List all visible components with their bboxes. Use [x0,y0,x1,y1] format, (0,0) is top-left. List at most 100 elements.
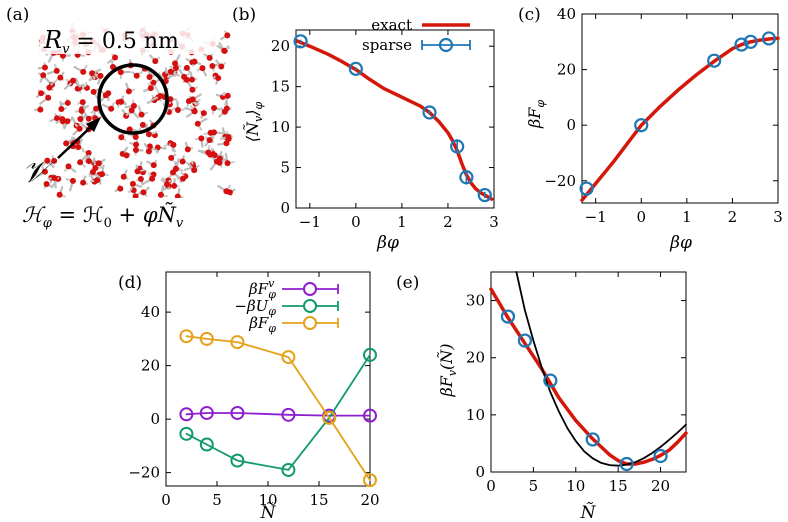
oxygen-atom [179,158,186,165]
oxygen-atom [221,47,228,54]
x-tick-label: 0 [636,208,646,226]
hamiltonian-label: ℋφ = ℋ0 + φÑv [22,203,184,231]
oxygen-atom [77,159,84,166]
oxygen-atom [191,58,198,65]
oxygen-atom [108,105,115,112]
y-tick-label: 0 [280,199,290,217]
x-tick-label: 2 [443,213,453,231]
chart-c: −1 0 1 2 3 −20 0 20 40 βφ βFφ [525,5,783,253]
legend-sparse-label: sparse [362,36,412,54]
oxygen-atom [152,58,159,65]
oxygen-atom [224,92,231,99]
oxygen-atom [118,98,125,105]
x-axis-label: Ñ [260,502,277,522]
oxygen-atom [123,152,130,159]
oxygen-atom [223,188,230,195]
series-0-point [363,408,377,423]
oxygen-atom [78,107,85,114]
oxygen-atom [93,105,100,112]
sparse-point [348,61,363,76]
oxygen-atom [80,68,87,75]
oxygen-atom [132,147,139,154]
sparse-point [543,373,558,388]
gaussian-curve [515,271,687,467]
oxygen-atom [181,73,188,80]
oxygen-atom [147,85,154,92]
oxygen-atom [215,75,222,82]
label-backdrop [0,198,236,232]
oxygen-atom [146,143,153,150]
series-0-point [230,405,245,420]
series-1-point [230,453,245,468]
oxygen-atom [112,54,119,61]
oxygen-atom [45,94,52,101]
oxygen-atom [80,179,87,186]
oxygen-atom [167,96,174,103]
oxygen-atom [179,175,186,182]
oxygen-atom [205,149,212,156]
arrow-head [86,117,101,132]
legend-label-1: −βUφ [234,297,276,318]
sparse-point [653,448,668,464]
chart-b: −1 0 1 2 3 0 5 10 15 20 exact sparse βφ ⟨Ñv⟩φ [242,16,499,253]
legend-marker-2 [303,316,317,330]
oxygen-atom [199,65,206,72]
x-tick-label: 20 [360,491,379,509]
oxygen-atom [59,116,66,123]
x-tick-label: 10 [258,491,277,509]
oxygen-atom [51,174,58,181]
oxygen-atom [69,177,76,184]
y-tick-label: 20 [271,37,290,55]
oxygen-atom [40,72,47,79]
y-tick-label: 20 [141,357,160,375]
x-tick-label: −1 [299,213,321,231]
oxygen-atom [129,180,136,187]
oxygen-atom [58,106,65,113]
sparse-point [761,31,776,46]
legend-label-2: βFφ [248,314,276,335]
oxygen-atom [139,121,146,128]
sparse-point [634,118,649,133]
oxygen-atom [51,157,58,164]
oxygen-atom [85,150,92,157]
oxygen-atom [57,74,64,81]
oxygen-atom [117,185,124,192]
x-tick-label: 3 [489,213,499,231]
oxygen-atom [54,115,61,122]
plot-frame [490,271,687,473]
oxygen-atom [132,193,139,200]
oxygen-atom [75,144,82,151]
y-axis-label: βFv(Ñ) [436,343,459,397]
oxygen-atom [99,171,106,178]
oxygen-atom [172,60,179,67]
oxygen-atom [85,115,92,122]
y-tick-label: −20 [128,464,160,482]
oxygen-atom [174,193,181,200]
oxygen-atom [65,163,72,170]
sparse-point [619,456,634,472]
oxygen-atom [164,181,171,188]
oxygen-atom [140,189,147,196]
legend-exact-label: exact [371,16,412,34]
label-backdrop [40,24,216,54]
oxygen-atom [194,120,201,127]
oxygen-atom [70,77,77,84]
oxygen-atom [189,86,196,93]
oxygen-atom [224,160,231,167]
oxygen-atom [198,135,205,142]
oxygen-atom [225,133,232,140]
oxygen-atom [224,32,231,39]
oxygen-atom [128,107,135,114]
sparse-point [459,170,474,185]
x-tick-label: 15 [309,491,328,509]
oxygen-atom [120,173,127,180]
oxygen-atom [218,63,225,70]
oxygen-atom [134,168,141,175]
x-tick-label: 20 [651,477,670,495]
y-tick-label: 40 [557,5,576,23]
exact-curve [580,36,780,202]
plot-frame [295,29,495,209]
x-tick-label: 3 [773,208,783,226]
oxygen-atom [41,64,48,71]
sparse-point [293,34,308,49]
